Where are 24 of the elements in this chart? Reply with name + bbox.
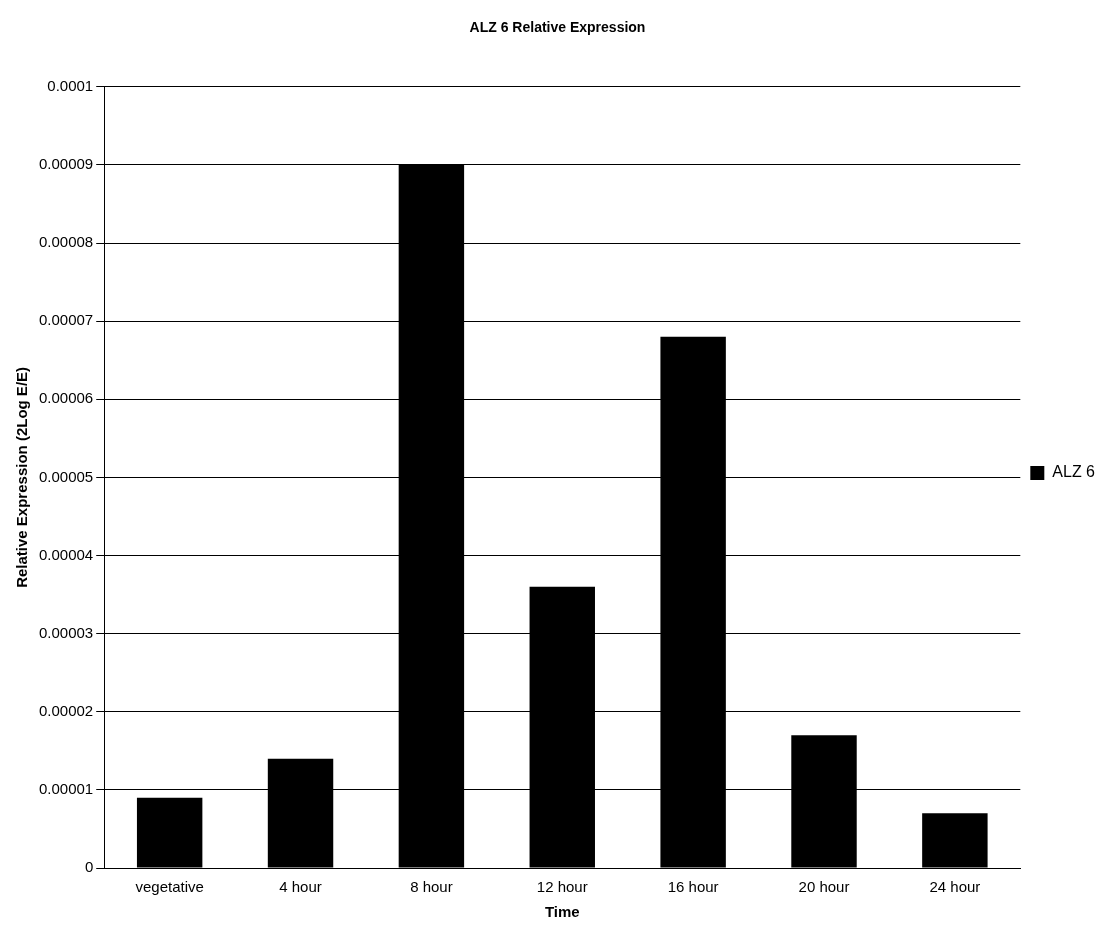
y-tick-label: 0 <box>84 858 94 876</box>
x-tick-label: 8 hour <box>410 878 453 896</box>
x-tick-label: 4 hour <box>279 878 322 896</box>
y-tick-label: 0.0001 <box>47 76 94 94</box>
y-axis-title: Relative Expression (2Log E/E) <box>13 366 31 588</box>
bar <box>922 813 988 868</box>
x-tick-label: 16 hour <box>667 878 719 896</box>
y-tick-label: 0.00005 <box>38 467 94 485</box>
legend-label: ALZ 6 <box>1052 463 1096 481</box>
y-tick-label: 0.00002 <box>38 701 94 719</box>
chart-title: ALZ 6 Relative Expression <box>469 19 646 36</box>
x-tick-label: 12 hour <box>536 878 588 896</box>
y-tick-label: 0.00006 <box>38 389 94 407</box>
x-tick-label: 20 hour <box>798 878 850 896</box>
y-tick-label: 0.00009 <box>38 155 94 173</box>
bar <box>136 797 203 868</box>
y-tick-label: 0.00004 <box>38 545 94 563</box>
x-axis-title: Time <box>544 903 580 921</box>
y-tick-label: 0.00003 <box>38 623 94 641</box>
y-tick-label: 0.00007 <box>38 311 94 329</box>
y-tick-label: 0.00008 <box>38 233 94 251</box>
x-tick-label: 24 hour <box>929 878 981 896</box>
x-tick-label: vegetative <box>135 878 204 896</box>
y-tick-label: 0.00001 <box>38 780 94 798</box>
